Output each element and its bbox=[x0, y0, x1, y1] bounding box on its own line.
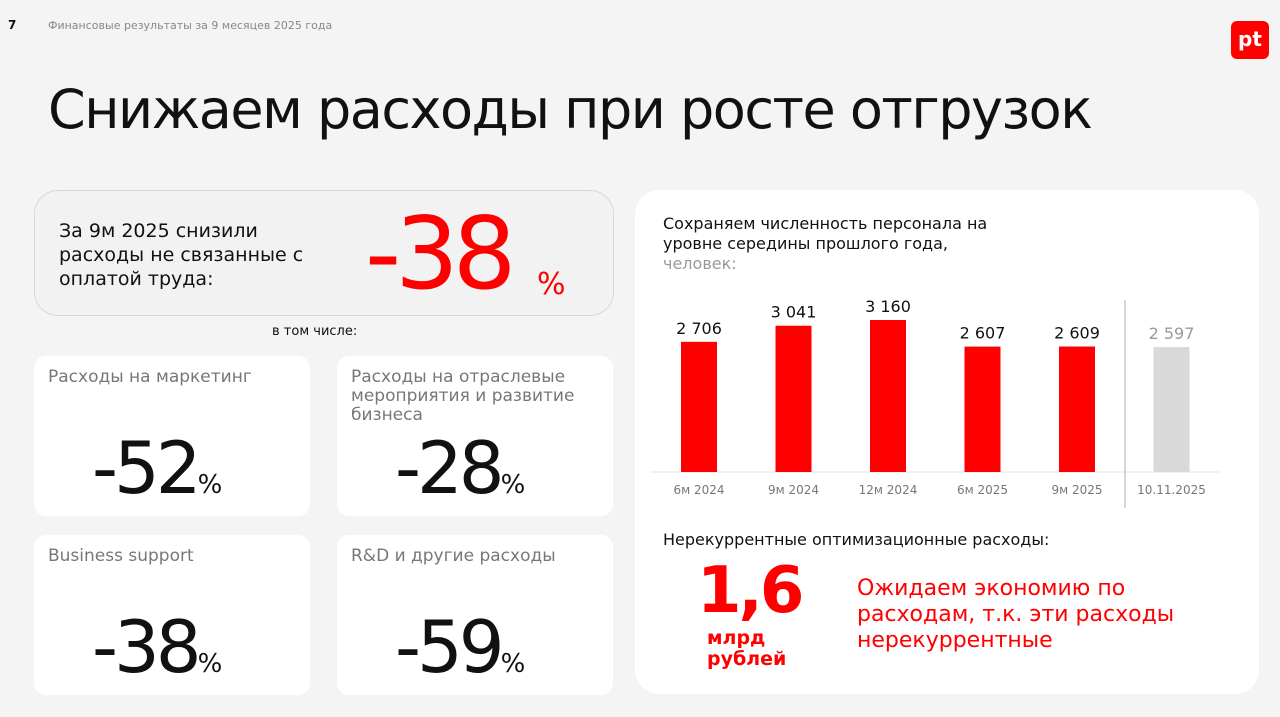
bar-6м-2024 bbox=[681, 341, 717, 472]
x-tick-label: 12м 2024 bbox=[859, 483, 918, 497]
metric-label: R&D и другие расходы bbox=[351, 546, 556, 566]
nonrecurring-note: Ожидаем экономию по расходам, т.к. эти р… bbox=[857, 576, 1175, 653]
bar-10-11-2025 bbox=[1153, 347, 1190, 472]
slide-subtitle: Финансовые результаты за 9 месяцев 2025 … bbox=[48, 19, 333, 32]
nonrecurring-title: Нерекуррентные оптимизационные расходы: bbox=[663, 530, 1050, 549]
metric-unit: % bbox=[500, 470, 526, 500]
bar-12м-2024 bbox=[870, 320, 906, 472]
metric-unit: % bbox=[197, 649, 223, 679]
page-title: Снижаем расходы при росте отгрузок bbox=[48, 78, 1093, 141]
x-tick-label: 9м 2025 bbox=[1051, 483, 1102, 497]
metric-number: -52 bbox=[92, 426, 202, 510]
bar-9м-2025 bbox=[1059, 346, 1095, 472]
data-label: 2 597 bbox=[1149, 324, 1195, 343]
page-number: 7 bbox=[8, 18, 17, 32]
metric-value: -52% bbox=[92, 426, 222, 510]
headcount-card: Сохраняем численность персонала на уровн… bbox=[635, 190, 1259, 694]
x-tick-label: 10.11.2025 bbox=[1137, 483, 1206, 497]
data-label: 2 609 bbox=[1054, 324, 1100, 343]
metric-card-rnd: R&D и другие расходы -59% bbox=[337, 535, 613, 695]
data-label: 3 160 bbox=[865, 297, 911, 316]
summary-unit: % bbox=[537, 267, 566, 302]
including-label: в том числе: bbox=[272, 324, 358, 339]
metric-label: Business support bbox=[48, 546, 194, 566]
chart-title: Сохраняем численность персонала на уровн… bbox=[663, 214, 1043, 274]
metric-card-marketing: Расходы на маркетинг -52% bbox=[34, 356, 310, 516]
metric-value: -28% bbox=[395, 426, 525, 510]
metric-number: -38 bbox=[92, 605, 202, 689]
metric-value: -38% bbox=[92, 605, 222, 689]
headcount-bar-chart: 2 706 6м 2024 3 041 9м 2024 3 160 12м 2024 2 6… bbox=[651, 297, 1219, 508]
metric-number: -59 bbox=[395, 605, 505, 689]
metric-card-business-support: Business support -38% bbox=[34, 535, 310, 695]
data-label: 3 041 bbox=[771, 303, 817, 322]
bar-6м-2025 bbox=[964, 346, 1001, 472]
nonrecurring-value: 1,6 bbox=[697, 554, 804, 628]
x-tick-label: 9м 2024 bbox=[768, 483, 819, 497]
metric-number: -28 bbox=[395, 426, 505, 510]
metric-label: Расходы на отраслевые мероприятия и разв… bbox=[351, 367, 575, 425]
pt-logo: pt bbox=[1231, 21, 1269, 59]
metric-unit: % bbox=[197, 470, 223, 500]
x-tick-label: 6м 2025 bbox=[957, 483, 1008, 497]
metric-value: -59% bbox=[395, 605, 525, 689]
nonrecurring-unit: млрд рублей bbox=[707, 627, 787, 670]
data-label: 2 607 bbox=[960, 324, 1006, 343]
summary-value: -38 bbox=[365, 195, 516, 312]
bar-9м-2024 bbox=[775, 325, 812, 472]
summary-text: За 9м 2025 снизили расходы не связанные … bbox=[59, 220, 304, 290]
summary-card: За 9м 2025 снизили расходы не связанные … bbox=[34, 190, 614, 316]
data-label: 2 706 bbox=[676, 319, 722, 338]
chart-unit: человек: bbox=[663, 254, 737, 273]
x-tick-label: 6м 2024 bbox=[673, 483, 724, 497]
metric-label: Расходы на маркетинг bbox=[48, 367, 252, 387]
metric-unit: % bbox=[500, 649, 526, 679]
metric-card-events: Расходы на отраслевые мероприятия и разв… bbox=[337, 356, 613, 516]
chart-title-text: Сохраняем численность персонала на уровн… bbox=[663, 214, 988, 253]
